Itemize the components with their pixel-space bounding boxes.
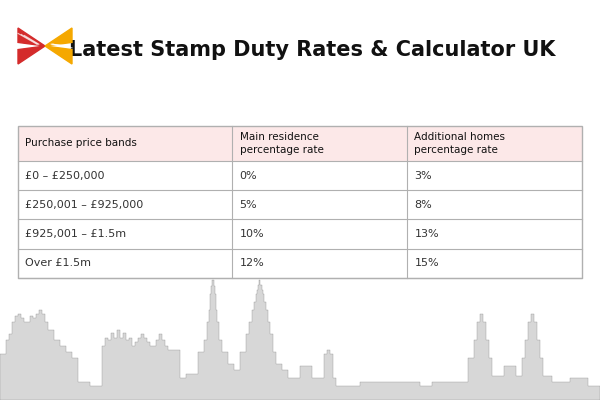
Text: 0%: 0%: [239, 170, 257, 180]
Polygon shape: [45, 28, 72, 46]
Text: 13%: 13%: [415, 229, 439, 239]
Bar: [18, 220, 582, 249]
Text: £925,001 – £1.5m: £925,001 – £1.5m: [25, 229, 127, 239]
Bar: [18, 190, 582, 220]
Polygon shape: [18, 28, 45, 46]
Polygon shape: [45, 46, 72, 64]
Bar: [18, 126, 582, 278]
Text: £250,001 – £925,000: £250,001 – £925,000: [25, 200, 143, 210]
Text: 8%: 8%: [415, 200, 432, 210]
Text: 3%: 3%: [415, 170, 432, 180]
Bar: [18, 249, 582, 278]
Polygon shape: [18, 46, 45, 64]
Text: 12%: 12%: [239, 258, 264, 268]
Bar: [18, 161, 582, 190]
Text: 10%: 10%: [239, 229, 264, 239]
Text: Purchase price bands: Purchase price bands: [25, 138, 137, 148]
Text: 15%: 15%: [415, 258, 439, 268]
Text: Over £1.5m: Over £1.5m: [25, 258, 91, 268]
Text: Additional homes
percentage rate: Additional homes percentage rate: [415, 132, 505, 155]
Text: Latest Stamp Duty Rates & Calculator UK: Latest Stamp Duty Rates & Calculator UK: [69, 40, 555, 60]
Text: £0 – £250,000: £0 – £250,000: [25, 170, 104, 180]
Bar: [18, 126, 582, 161]
Polygon shape: [0, 280, 600, 400]
Text: Main residence
percentage rate: Main residence percentage rate: [239, 132, 323, 155]
Text: 5%: 5%: [239, 200, 257, 210]
